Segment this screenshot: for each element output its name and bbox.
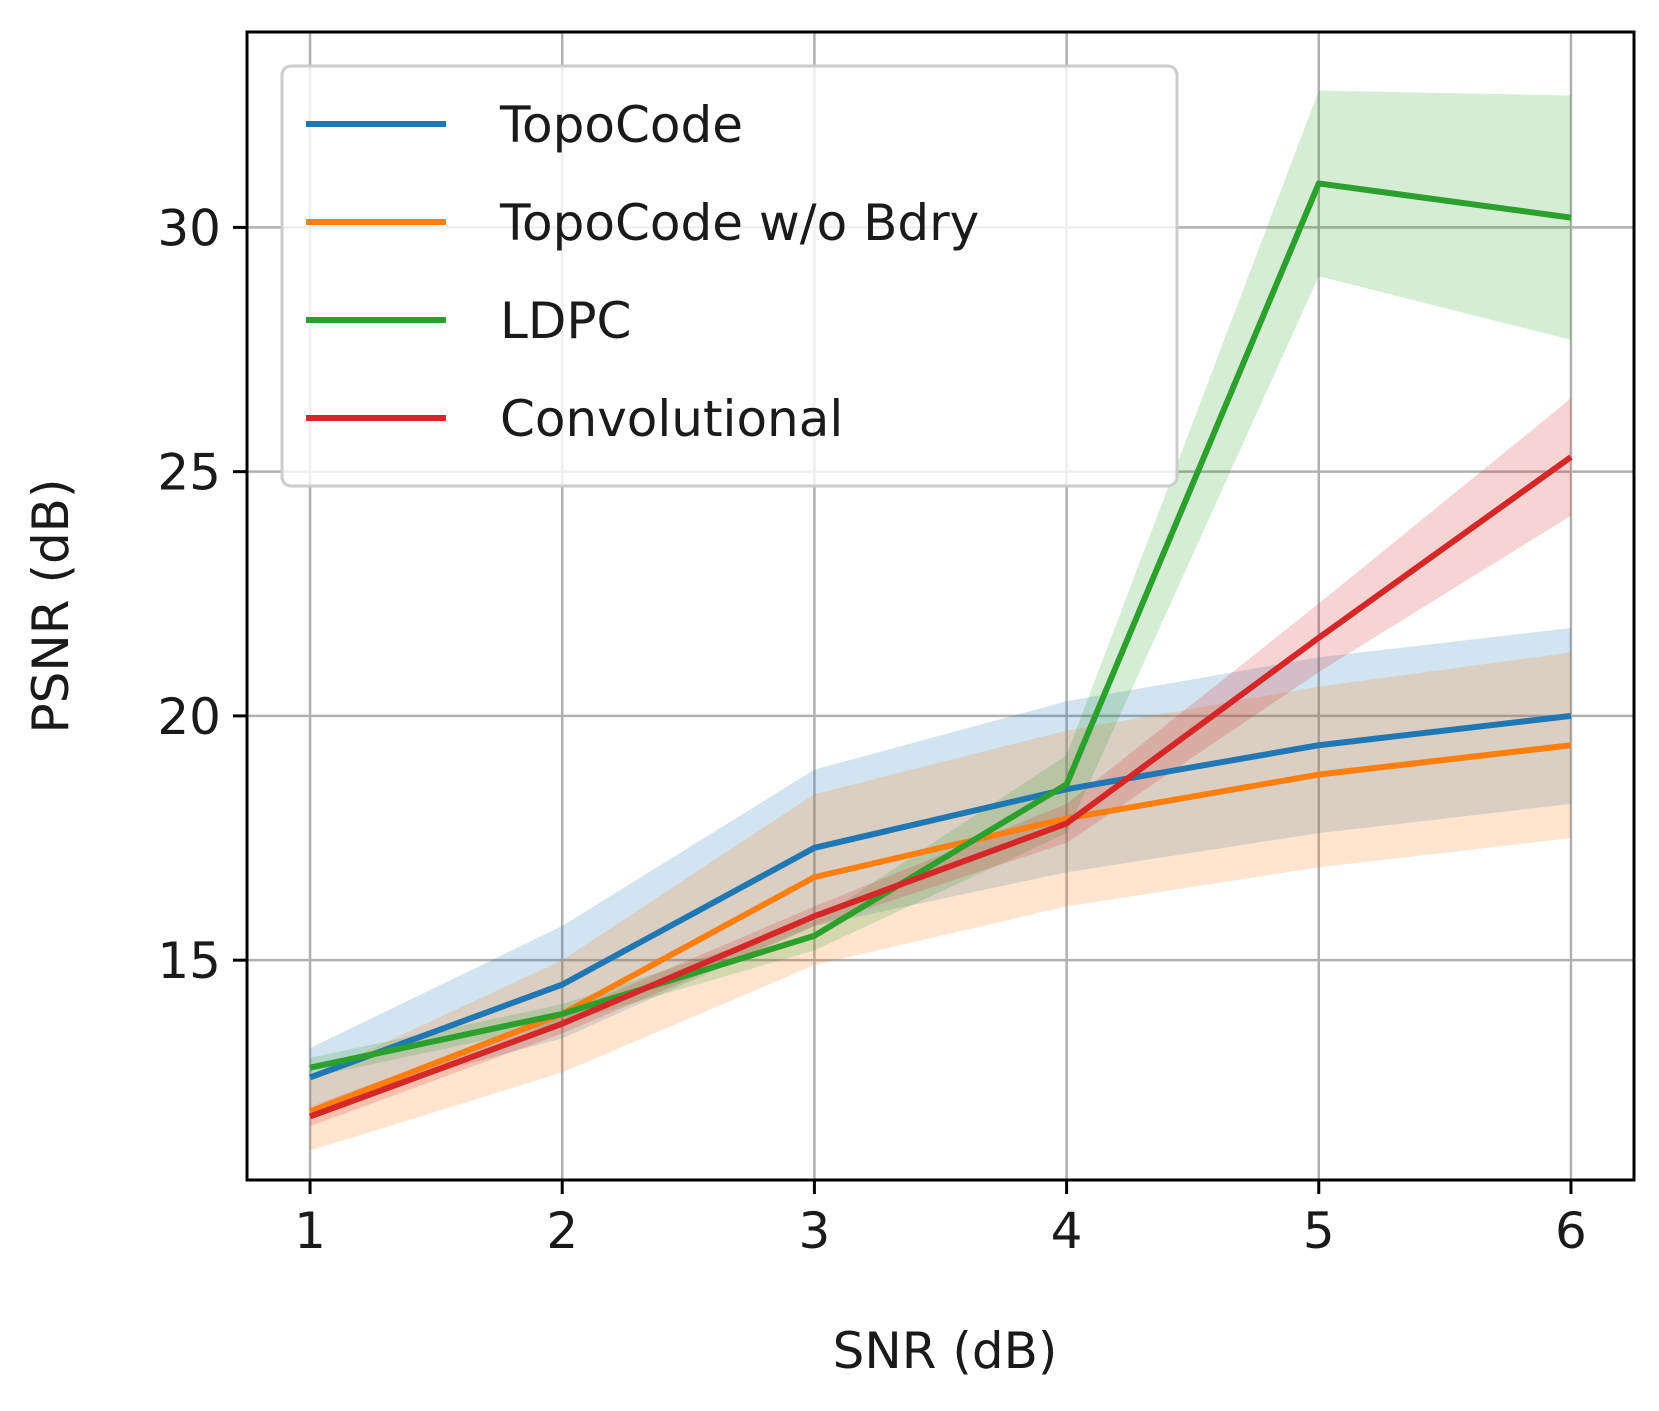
y-tick-label: 20: [157, 688, 221, 746]
x-tick-label: 1: [294, 1202, 326, 1260]
x-axis-ticks: 1 2 3 4 5 6: [294, 1180, 1587, 1260]
x-tick-label: 5: [1303, 1202, 1335, 1260]
plot-frame: [245, 30, 1636, 1182]
x-tick-label: 2: [546, 1202, 578, 1260]
band-topocode-w-o-bdry: [310, 652, 1571, 1151]
legend-label: TopoCode: [499, 96, 743, 154]
x-tick-label: 4: [1051, 1202, 1083, 1260]
legend-label: TopoCode w/o Bdry: [499, 194, 979, 252]
legend-label: LDPC: [500, 292, 631, 350]
line-topocode: [309, 712, 1572, 1081]
line-convolutional: [309, 454, 1573, 1120]
legend-label: Convolutional: [500, 390, 843, 448]
legend-box: [280, 64, 1179, 488]
y-tick-label: 30: [157, 199, 221, 257]
x-tick-label: 3: [799, 1202, 831, 1260]
y-tick-label: 25: [157, 444, 221, 502]
legend: TopoCode TopoCode w/o Bdry LDPC Convolution…: [280, 64, 1179, 488]
line-ldpc: [309, 180, 1572, 1071]
y-axis-ticks: 15 20 25 30: [157, 199, 247, 990]
y-tick-label: 15: [157, 932, 221, 990]
series-lines: [308, 180, 1573, 1120]
x-tick-label: 6: [1555, 1202, 1587, 1260]
line-topocode-w-o-bdry: [308, 742, 1572, 1115]
x-axis-label: SNR (dB): [833, 1322, 1058, 1380]
y-axis-label: PSNR (dB): [22, 479, 80, 734]
